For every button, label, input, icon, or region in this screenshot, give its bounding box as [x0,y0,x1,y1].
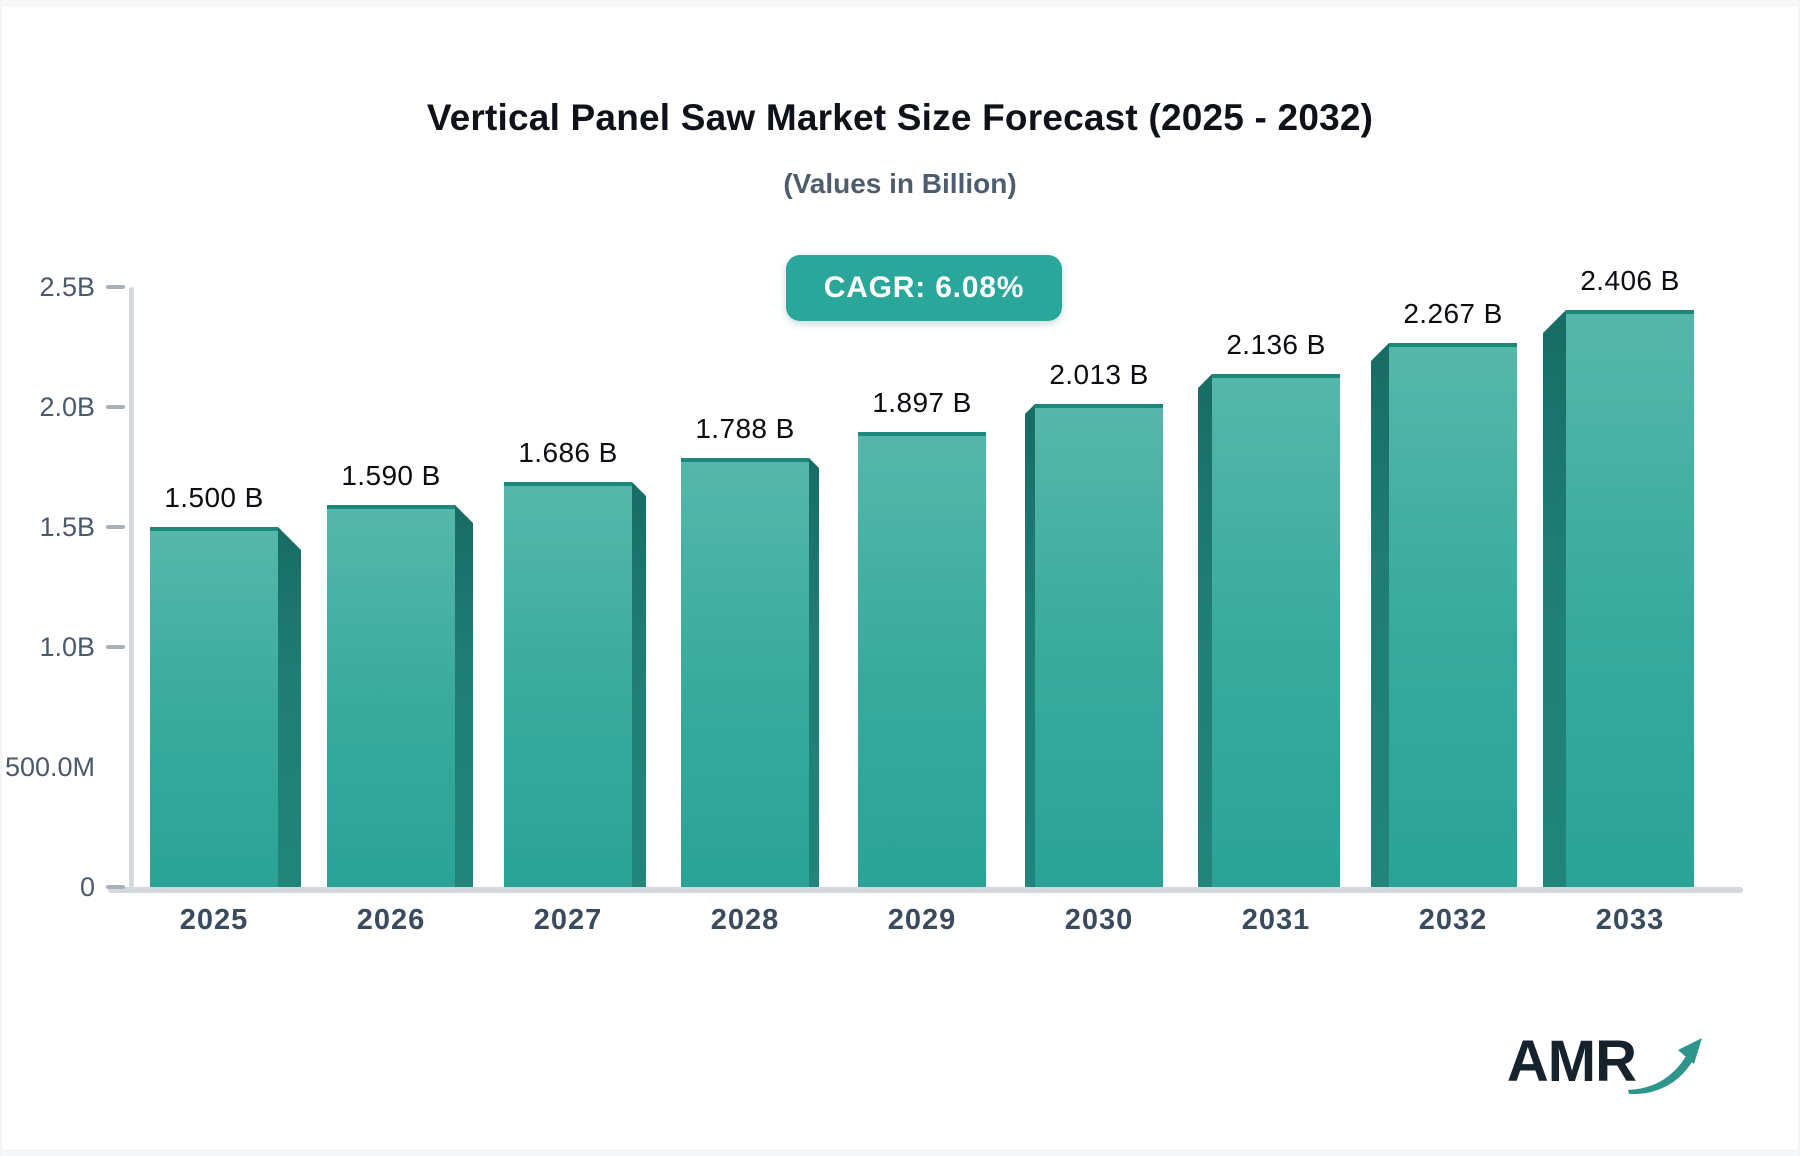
bar-2030 [1035,404,1163,887]
x-axis-label-2026: 2026 [356,904,426,936]
bar-2029 [858,432,986,887]
x-axis-label-2028: 2028 [710,904,780,936]
x-axis-label-2029: 2029 [887,904,957,936]
page-top-border [0,0,1800,6]
amr-logo: AMR [1507,1032,1704,1101]
y-axis-tick-label: 1.5B [39,512,95,542]
y-axis-tick-mark [106,525,125,529]
y-axis-tick-mark [106,285,125,289]
x-axis-label-2027: 2027 [533,904,603,936]
x-axis-label-2025: 2025 [179,904,249,936]
y-axis-tick-label: 2.0B [39,392,95,422]
growth-arrow-icon [1626,1030,1704,1101]
bar-value-label-2030: 2.013 B [1049,359,1149,390]
cagr-badge-label: CAGR: 6.08% [823,271,1025,304]
bar-3d-side-2027 [632,482,646,887]
y-axis-tick-label: 500.0M [4,752,95,782]
bar-3d-side-2025 [278,527,301,887]
bar-2028 [681,458,809,887]
chart-subtitle: (Values in Billion) [783,168,1017,199]
x-axis-baseline [108,887,1743,893]
bar-3d-side-2026 [455,505,473,887]
bar-value-label-2033: 2.406 B [1580,265,1680,296]
bar-2031 [1212,374,1340,887]
x-axis-label-2031: 2031 [1241,904,1311,936]
bar-3d-side-2028 [809,458,819,887]
bar-3d-side-2030 [1025,404,1035,887]
y-axis-line [129,287,134,888]
cagr-badge: CAGR: 6.08% [786,255,1062,321]
bar-3d-side-2032 [1371,343,1389,887]
x-axis-label-2032: 2032 [1418,904,1488,936]
bar-value-label-2029: 1.897 B [872,387,972,418]
y-axis-tick-label: 0 [79,872,95,902]
y-axis-tick-mark [106,885,125,889]
bar-2025 [150,527,278,887]
bar-value-label-2028: 1.788 B [695,413,795,444]
y-axis-tick-mark [106,645,125,649]
bar-value-label-2032: 2.267 B [1403,298,1503,329]
bar-value-label-2031: 2.136 B [1226,329,1326,360]
page-bottom-border [0,1150,1800,1156]
bar-2026 [327,505,455,887]
amr-logo-text: AMR [1506,1029,1637,1094]
bar-value-label-2025: 1.500 B [164,482,264,513]
y-axis-tick-label: 1.0B [39,632,95,662]
bar-3d-side-2031 [1198,374,1212,887]
x-axis-label-2033: 2033 [1595,904,1665,936]
bar-3d-side-2033 [1543,310,1566,887]
page-left-border [0,0,2,1156]
x-axis-label-2030: 2030 [1064,904,1134,936]
bar-2032 [1389,343,1517,887]
bar-value-label-2026: 1.590 B [341,460,441,491]
bar-2033 [1566,310,1694,887]
chart-title: Vertical Panel Saw Market Size Forecast … [426,97,1374,138]
y-axis-tick-mark [106,405,125,409]
y-axis-tick-label: 2.5B [39,272,95,302]
bar-2027 [504,482,632,887]
page-right-border [1798,0,1800,1156]
bar-value-label-2027: 1.686 B [518,437,618,468]
